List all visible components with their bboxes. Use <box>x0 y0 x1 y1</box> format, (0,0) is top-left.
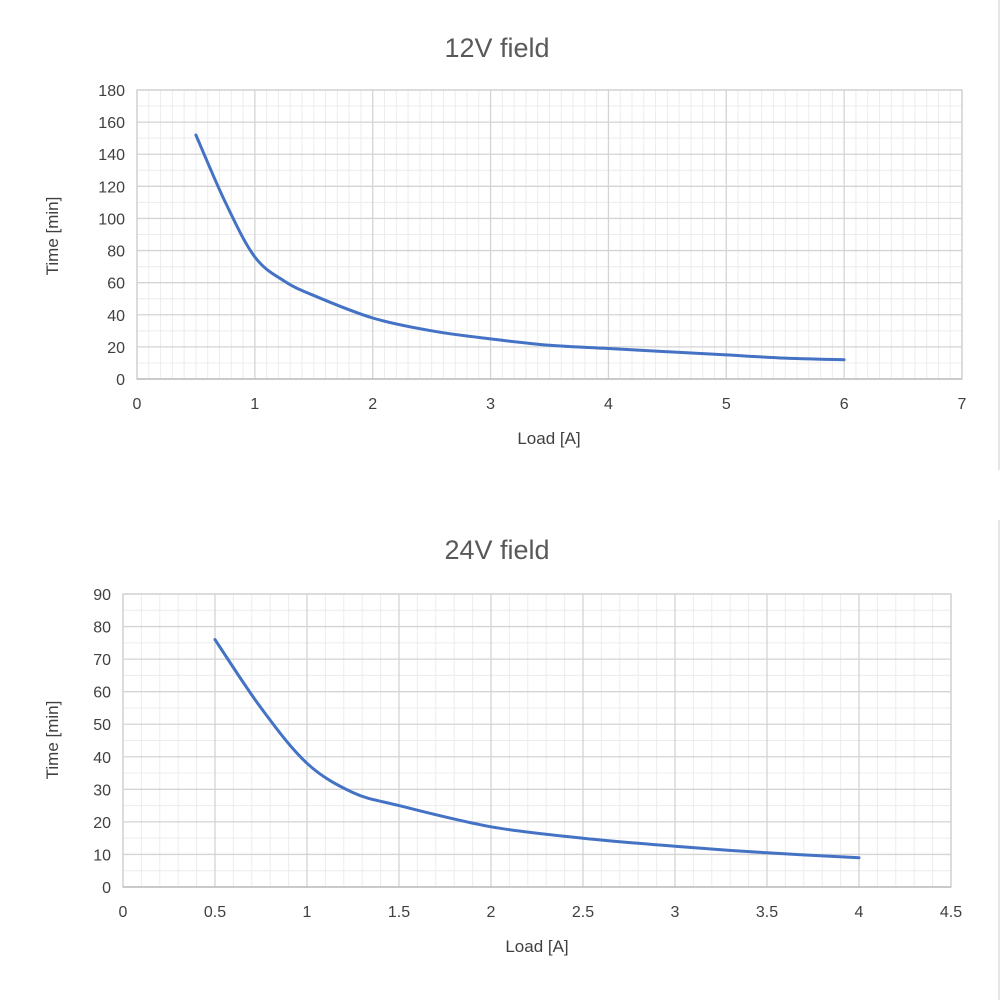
series-line <box>194 133 846 362</box>
x-axis-label: Load [A] <box>505 937 568 956</box>
x-tick-label: 3.5 <box>756 904 778 921</box>
y-tick-label: 30 <box>93 782 111 799</box>
y-tick-label: 80 <box>93 620 111 637</box>
x-tick-label: 4 <box>855 904 864 921</box>
chart-title: 24V field <box>444 535 549 565</box>
x-tick-label: 1 <box>250 396 259 413</box>
x-tick-label: 2 <box>368 396 377 413</box>
y-tick-label: 180 <box>98 83 125 100</box>
y-tick-label: 100 <box>98 211 125 228</box>
x-tick-label: 1 <box>303 904 312 921</box>
y-tick-label: 90 <box>93 587 111 604</box>
y-tick-label: 120 <box>98 179 125 196</box>
y-tick-label: 50 <box>93 717 111 734</box>
y-tick-label: 140 <box>98 147 125 164</box>
x-tick-label: 0 <box>119 904 128 921</box>
y-tick-label: 40 <box>107 308 125 325</box>
x-tick-label: 0 <box>133 396 142 413</box>
series-line <box>213 638 861 860</box>
x-tick-label: 6 <box>840 396 849 413</box>
y-tick-label: 0 <box>116 372 125 389</box>
y-tick-label: 160 <box>98 115 125 132</box>
y-tick-label: 40 <box>93 750 111 767</box>
y-tick-label: 80 <box>107 244 125 261</box>
x-tick-label: 3 <box>486 396 495 413</box>
chart-title: 12V field <box>444 33 549 63</box>
x-tick-label: 3 <box>671 904 680 921</box>
y-tick-label: 0 <box>102 880 111 897</box>
x-tick-label: 2.5 <box>572 904 594 921</box>
y-axis-label: Time [min] <box>43 701 62 780</box>
y-tick-label: 20 <box>107 340 125 357</box>
y-tick-label: 10 <box>93 847 111 864</box>
x-tick-label: 2 <box>487 904 496 921</box>
x-tick-label: 7 <box>958 396 967 413</box>
y-tick-label: 70 <box>93 652 111 669</box>
x-tick-label: 5 <box>722 396 731 413</box>
x-tick-label: 4.5 <box>940 904 962 921</box>
plot-area: 0 0.5 1 1.5 2 2.5 3 3.5 4 4.5 0 10 20 30 40 50 60 70 80 90 <box>93 587 962 921</box>
x-axis-label: Load [A] <box>517 429 580 448</box>
panel-divider <box>998 520 1000 1000</box>
y-tick-label: 60 <box>93 685 111 702</box>
panel-divider <box>998 0 1000 470</box>
plot-area: 0 1 2 3 4 5 6 7 0 20 40 60 80 100 120 140 160 180 <box>98 83 966 413</box>
x-tick-label: 4 <box>604 396 613 413</box>
y-tick-label: 20 <box>93 815 111 832</box>
x-tick-label: 1.5 <box>388 904 410 921</box>
y-tick-label: 60 <box>107 276 125 293</box>
y-axis-label: Time [min] <box>43 197 62 276</box>
x-tick-label: 0.5 <box>204 904 226 921</box>
